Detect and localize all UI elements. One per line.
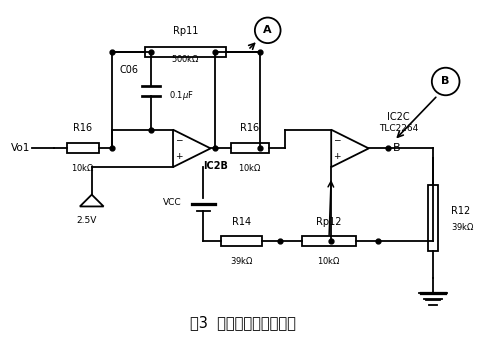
Text: +: + [175,152,183,161]
Text: −: − [333,136,340,145]
Text: 图3  二级放大器和比较器: 图3 二级放大器和比较器 [190,315,296,330]
Text: Rp12: Rp12 [316,217,342,227]
Text: 2.5V: 2.5V [76,216,97,225]
Text: 39k$\Omega$: 39k$\Omega$ [230,255,253,266]
Text: 10k$\Omega$: 10k$\Omega$ [71,162,94,173]
Bar [145,47,226,57]
Text: VCC: VCC [163,198,182,207]
Text: R16: R16 [73,123,93,132]
Text: 0.1$\mu$F: 0.1$\mu$F [169,89,194,102]
Text: R12: R12 [450,206,470,216]
Text: Rp11: Rp11 [173,26,198,36]
Bar [231,144,269,153]
Bar [428,185,438,251]
Text: C06: C06 [120,65,139,75]
Text: A: A [263,25,272,35]
Text: B: B [442,77,450,87]
Bar [67,144,99,153]
Text: R16: R16 [241,123,260,132]
Text: 500k$\Omega$: 500k$\Omega$ [171,53,200,64]
Text: 39k$\Omega$: 39k$\Omega$ [450,221,474,232]
Text: TLC2264: TLC2264 [378,124,418,133]
Text: 10k$\Omega$: 10k$\Omega$ [238,162,262,173]
Text: +: + [333,152,340,161]
Text: B: B [393,144,401,154]
Bar [221,236,262,246]
Text: R14: R14 [232,217,251,227]
Bar [302,236,356,246]
Text: IC2B: IC2B [203,161,228,171]
Text: IC2C: IC2C [387,112,410,122]
Text: Vo1: Vo1 [11,144,31,154]
Text: −: − [175,136,183,145]
Text: 10k$\Omega$: 10k$\Omega$ [317,255,341,266]
